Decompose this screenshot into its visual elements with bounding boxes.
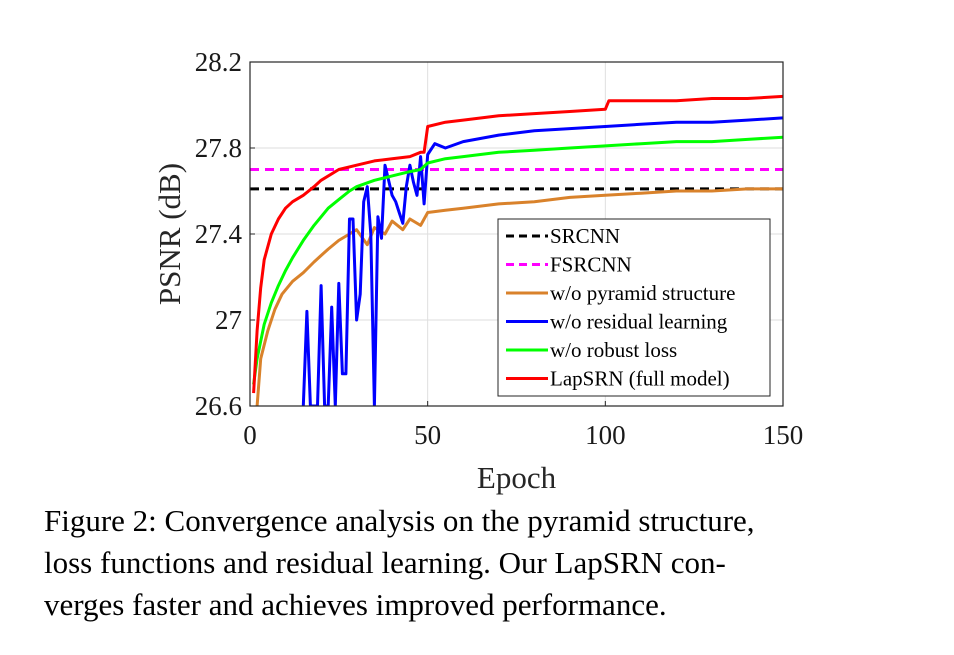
- legend: SRCNN FSRCNN w/o pyramid structure w/o resi…: [497, 218, 771, 397]
- legend-label: LapSRN (full model): [550, 367, 730, 391]
- series-lines: [250, 94, 783, 406]
- x-tick-label: 50: [414, 420, 441, 450]
- caption-line-1: Figure 2: Convergence analysis on the py…: [44, 503, 755, 538]
- figure-caption: Figure 2: Convergence analysis on the py…: [44, 500, 924, 626]
- legend-label: w/o residual learning: [550, 310, 728, 334]
- series-line-lapsrn-full-model: [252, 94, 783, 394]
- series-line-w-o-residual-learning: [301, 116, 783, 406]
- y-tick-label: 28.2: [195, 47, 242, 77]
- x-tick-label: 100: [585, 420, 626, 450]
- y-tick-label: 26.6: [195, 391, 242, 421]
- legend-label: w/o pyramid structure: [550, 281, 735, 305]
- series-line-w-o-pyramid-structure: [255, 187, 783, 406]
- axis-ticks: 0 50 100 150 26.6 27 27.4 27.8 28.2: [195, 47, 804, 450]
- y-tick-label: 27.4: [195, 219, 243, 249]
- legend-box: [497, 218, 771, 397]
- series-line-w-o-robust-loss: [252, 135, 783, 385]
- x-axis-label: Epoch: [477, 460, 557, 495]
- x-tick-label: 150: [763, 420, 804, 450]
- legend-label: SRCNN: [550, 224, 620, 248]
- caption-line-3: verges faster and achieves improved perf…: [44, 587, 667, 622]
- x-tick-label: 0: [243, 420, 257, 450]
- y-tick-label: 27.8: [195, 133, 242, 163]
- y-tick-label: 27: [215, 305, 242, 335]
- y-axis-label: PSNR (dB): [152, 163, 187, 305]
- legend-label: FSRCNN: [550, 253, 632, 277]
- legend-label: w/o robust loss: [550, 338, 677, 362]
- caption-line-2: loss functions and residual learning. Ou…: [44, 545, 726, 580]
- chart: 0 50 100 150 26.6 27 27.4 27.8 28.2 Epoch PSNR (…: [152, 47, 804, 495]
